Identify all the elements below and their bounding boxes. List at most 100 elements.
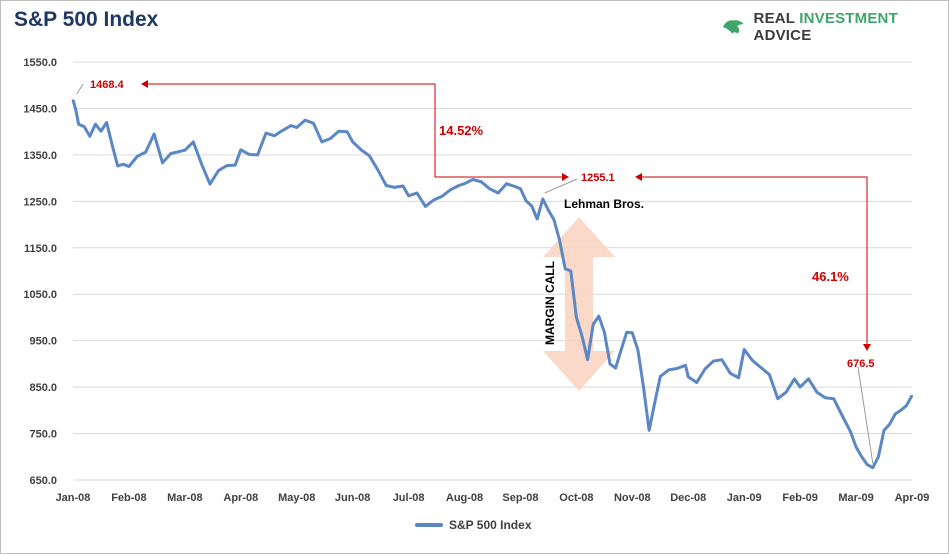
data-point <box>877 456 880 458</box>
data-point <box>609 363 611 365</box>
data-point <box>894 413 896 415</box>
data-point <box>209 183 211 185</box>
data-point <box>514 185 516 188</box>
data-point <box>329 137 332 140</box>
data-point <box>860 456 863 458</box>
data-point <box>407 195 410 197</box>
data-point <box>100 130 102 132</box>
data-point <box>558 239 561 242</box>
data-point <box>712 360 715 362</box>
data-point <box>721 358 723 361</box>
y-tick-label: 850.0 <box>29 382 57 394</box>
data-point <box>542 198 544 200</box>
x-tick-label: Jun-08 <box>335 492 370 504</box>
x-tick-label: Mar-09 <box>838 492 873 504</box>
data-point <box>458 184 460 187</box>
y-tick-label: 1050.0 <box>23 289 57 301</box>
data-point <box>704 368 706 370</box>
data-point <box>497 192 499 194</box>
data-point <box>586 358 589 361</box>
data-point <box>351 141 354 143</box>
data-point <box>105 121 108 124</box>
data-point <box>849 430 852 433</box>
data-point <box>217 169 220 172</box>
data-point <box>282 129 284 132</box>
data-point <box>111 144 113 146</box>
data-point <box>226 164 228 167</box>
drop2-percent-label: 46.1% <box>812 269 849 284</box>
data-point <box>295 126 298 129</box>
data-point <box>75 109 77 111</box>
series-points <box>72 99 913 469</box>
x-tick-label: Dec-08 <box>670 492 706 504</box>
x-tick-label: Aug-08 <box>446 492 483 504</box>
x-tick-label: Jul-08 <box>393 492 425 504</box>
gridlines <box>73 61 912 481</box>
data-point <box>603 331 606 334</box>
data-point <box>888 423 891 426</box>
data-point <box>530 205 533 207</box>
data-point <box>321 141 323 143</box>
data-point <box>564 267 566 270</box>
legend: S&P 500 Index <box>415 518 532 532</box>
data-point <box>553 219 555 221</box>
data-point <box>304 119 306 121</box>
data-point <box>200 163 203 165</box>
x-axis-labels: Jan-08 Feb-08 Mar-08 Apr-08 May-08 Jun-08 Jul-… <box>56 492 930 504</box>
data-point <box>816 391 818 394</box>
y-tick-label: 750.0 <box>29 429 57 441</box>
data-point <box>824 397 827 399</box>
data-point <box>620 349 622 351</box>
data-point <box>94 123 97 125</box>
data-point <box>684 364 687 367</box>
data-point <box>463 182 466 185</box>
x-tick-label: Jan-09 <box>727 492 762 504</box>
data-point <box>488 188 491 190</box>
data-point <box>743 348 745 351</box>
data-point <box>424 205 427 208</box>
data-point <box>256 154 259 156</box>
mid-value-label: 1255.1 <box>581 172 615 184</box>
data-point <box>695 381 698 384</box>
mid-to-trough-connector <box>637 176 868 349</box>
arrowhead <box>562 173 569 181</box>
data-point <box>136 155 139 158</box>
data-point <box>290 124 292 127</box>
x-tick-label: Apr-08 <box>223 492 258 504</box>
data-point <box>900 409 902 412</box>
data-point <box>625 331 628 334</box>
legend-label: S&P 500 Index <box>449 518 532 532</box>
data-point <box>911 394 913 397</box>
data-point <box>505 182 508 185</box>
data-point <box>519 188 522 190</box>
data-point <box>883 429 885 432</box>
data-point <box>799 386 801 388</box>
data-point <box>905 404 908 407</box>
data-point <box>760 366 762 369</box>
data-point <box>377 169 379 171</box>
data-point <box>161 162 164 164</box>
data-point <box>360 149 362 151</box>
data-point <box>153 133 155 135</box>
data-point <box>547 209 550 211</box>
data-point <box>441 195 444 197</box>
peak-value-label: 1468.4 <box>90 79 125 91</box>
brand-suffix: ADVICE <box>753 27 812 44</box>
data-point <box>449 188 452 191</box>
data-point <box>128 165 130 168</box>
y-tick-label: 650.0 <box>29 475 57 487</box>
x-tick-label: Sep-08 <box>502 492 538 504</box>
brand-prefix: REAL <box>753 10 800 27</box>
x-tick-label: May-08 <box>278 492 315 504</box>
brand-name: REAL INVESTMENT ADVICE <box>754 10 948 44</box>
brand-logo: REAL INVESTMENT ADVICE <box>721 10 948 44</box>
data-point <box>575 316 578 319</box>
data-point <box>480 181 483 183</box>
data-point <box>841 414 843 417</box>
data-point <box>768 373 771 376</box>
data-point <box>77 123 80 125</box>
data-point <box>642 386 645 388</box>
data-point <box>525 200 527 202</box>
